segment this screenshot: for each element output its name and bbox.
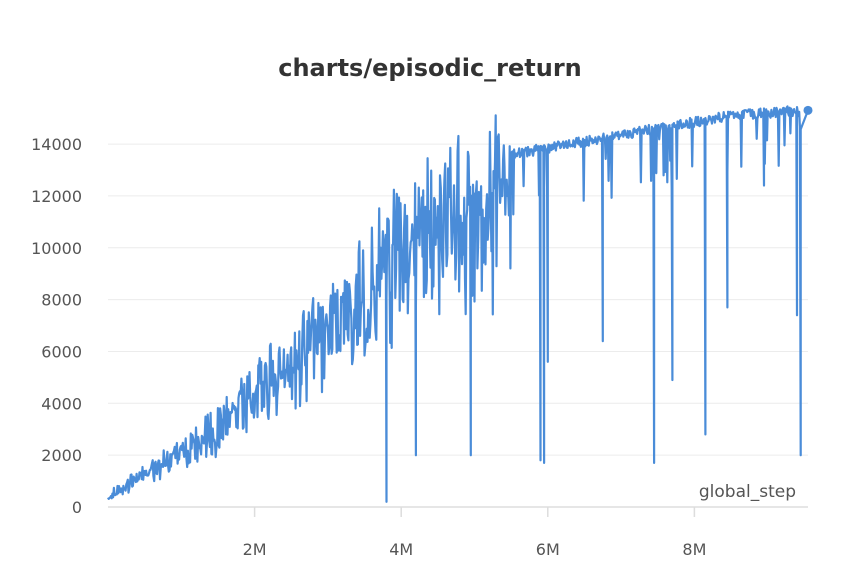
x-tick-label: 6M xyxy=(536,540,560,559)
y-axis-ticks: 0 2000 4000 6000 8000 10000 12000 14000 xyxy=(31,135,82,517)
x-tick-label: 2M xyxy=(243,540,267,559)
x-axis-ticks: 2M 4M 6M 8M xyxy=(243,507,706,559)
series-layer xyxy=(107,105,813,503)
y-tick-label: 6000 xyxy=(41,342,82,361)
y-tick-label: 14000 xyxy=(31,135,82,154)
y-tick-label: 8000 xyxy=(41,291,82,310)
y-tick-label: 2000 xyxy=(41,446,82,465)
y-tick-label: 10000 xyxy=(31,239,82,258)
x-tick-label: 8M xyxy=(682,540,706,559)
x-axis-title: global_step xyxy=(699,482,796,502)
series-line xyxy=(107,105,810,503)
chart-title: charts/episodic_return xyxy=(278,54,582,82)
y-tick-label: 0 xyxy=(72,498,82,517)
y-tick-label: 12000 xyxy=(31,187,82,206)
x-tick-label: 4M xyxy=(389,540,413,559)
y-tick-label: 4000 xyxy=(41,394,82,413)
series-last-point xyxy=(803,105,813,115)
